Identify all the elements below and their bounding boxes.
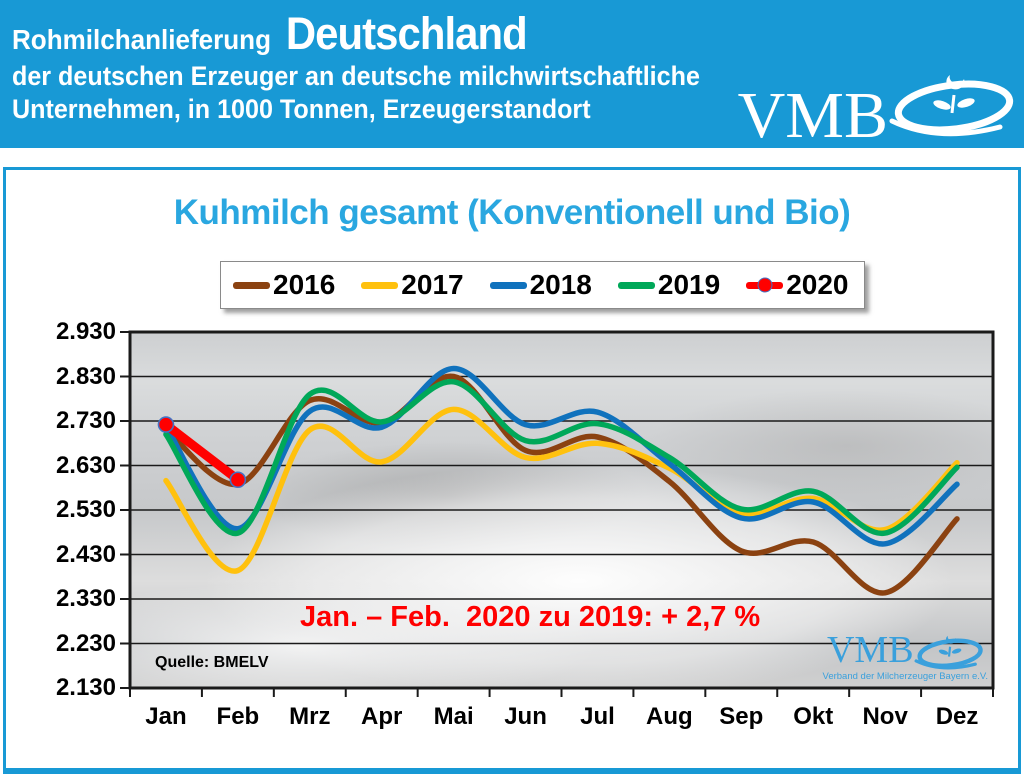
y-axis-label: 2.230: [55, 629, 116, 657]
header-kicker: Rohmilchanlieferung: [12, 24, 271, 55]
chart-title: Kuhmilch gesamt (Konventionell und Bio): [173, 193, 851, 232]
legend-item-2018: 2018: [489, 269, 592, 301]
x-axis-label-Aug: Aug: [646, 703, 693, 730]
y-axis-label: 2.630: [55, 451, 116, 479]
legend-line-swatch: [746, 277, 784, 293]
header-country-title: Deutschland: [285, 8, 528, 59]
y-axis-label: 2.330: [55, 585, 116, 612]
y-axis-label: 2.730: [55, 407, 116, 434]
header-subtitle-line2: Unternehmen, in 1000 Tonnen, Erzeugersta…: [12, 94, 591, 124]
x-axis-label-Nov: Nov: [862, 703, 908, 730]
legend-label: 2016: [273, 269, 336, 300]
y-axis-label: 2.830: [55, 362, 116, 390]
vmb-logo-text: VMB: [737, 79, 888, 152]
y-axis-label: 2.930: [55, 318, 116, 345]
series-line-2018: [163, 365, 960, 547]
legend-marker-dot: [757, 277, 773, 293]
vmb-watermark-subtext: Verband der Milcherzeuger Bayern e.V.: [822, 671, 988, 682]
legend-line-swatch: [233, 281, 270, 289]
vmb-watermark: VMB Verband der Milcherzeuger Bayern e.V…: [823, 630, 988, 682]
x-axis-label-Apr: Apr: [361, 703, 403, 730]
series-line-2016: [163, 373, 960, 596]
legend-label: 2018: [529, 269, 592, 300]
x-axis-label-Dez: Dez: [935, 703, 979, 730]
marker-2020: [229, 471, 247, 489]
legend-item-2016: 2016: [233, 269, 335, 301]
legend-label: 2017: [401, 269, 464, 300]
x-axis-label-Mai: Mai: [433, 703, 474, 730]
legend-item-2020: 2020: [746, 269, 848, 301]
line-chart: [120, 330, 995, 697]
series-line-2019: [163, 379, 960, 536]
header-subtitle-line1: der deutschen Erzeuger an deutsche milch…: [12, 61, 700, 91]
x-axis-label-Sep: Sep: [719, 703, 764, 730]
vmb-watermark-text: VMB: [826, 629, 914, 671]
comparison-annotation: Jan. – Feb. 2020 zu 2019: + 2,7 %: [300, 601, 761, 633]
chart-panel: Kuhmilch gesamt (Konventionell und Bio) …: [3, 167, 1021, 774]
header-text-block: Rohmilchanlieferung Deutschland der deut…: [12, 8, 700, 126]
legend-line-swatch: [489, 281, 527, 289]
x-axis-label-Jan: Jan: [145, 703, 187, 730]
plot-border: [128, 330, 995, 690]
x-axis-label-Feb: Feb: [216, 703, 260, 730]
y-axis-label: 2.130: [55, 674, 116, 701]
vmb-watermark-swirl-icon: [914, 635, 983, 670]
marker-2020: [157, 416, 175, 433]
vmb-logo: VMB: [737, 65, 1016, 152]
vmb-swirl-icon: [889, 75, 1014, 137]
series-line-2020: [161, 420, 243, 485]
series-line-2017: [163, 406, 960, 574]
legend-item-2017: 2017: [361, 269, 464, 301]
y-axis-label: 2.530: [55, 496, 116, 523]
legend-line-swatch: [361, 281, 399, 289]
x-axis-label-Jun: Jun: [504, 703, 547, 730]
legend-label: 2020: [786, 269, 849, 300]
legend-item-2019: 2019: [617, 269, 721, 301]
header-banner: Rohmilchanlieferung Deutschland der deut…: [0, 0, 1024, 152]
y-axis-label: 2.430: [55, 540, 116, 568]
chart-legend: 2016 2017 2018 2019 2020: [220, 261, 866, 309]
x-axis-label-Jul: Jul: [580, 703, 615, 730]
x-axis-label-Okt: Okt: [793, 703, 834, 730]
source-note: Quelle: BMELV: [155, 654, 269, 671]
x-axis-label-Mrz: Mrz: [289, 703, 331, 730]
legend-line-swatch: [617, 281, 655, 289]
legend-label: 2019: [657, 269, 721, 300]
